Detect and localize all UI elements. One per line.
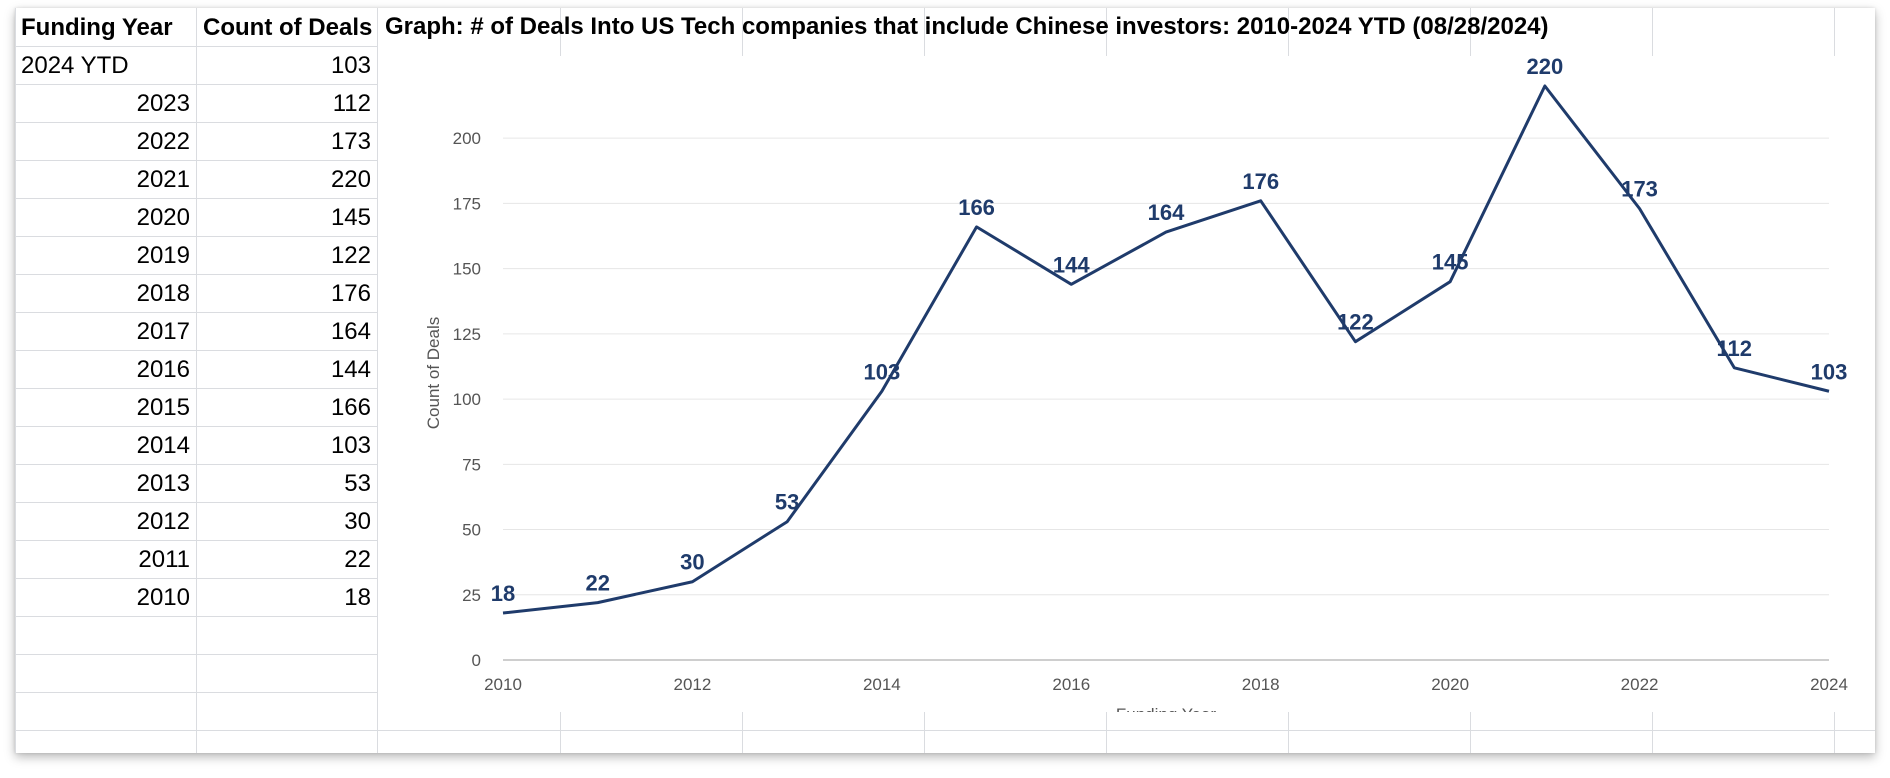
y-tick-label: 175: [453, 194, 481, 213]
x-tick-label: 2018: [1242, 675, 1280, 694]
row-divider: [15, 654, 377, 655]
cell-funding-year[interactable]: 2020: [136, 204, 190, 231]
y-tick-label: 25: [462, 586, 481, 605]
data-label: 112: [1717, 336, 1753, 361]
row-divider: [15, 274, 377, 275]
data-label: 103: [863, 359, 900, 384]
data-label: 220: [1526, 56, 1563, 79]
row-divider: [15, 46, 377, 47]
row-divider: [15, 160, 377, 161]
cell-funding-year[interactable]: 2019: [136, 242, 190, 269]
cell-funding-year[interactable]: 2023: [136, 90, 190, 117]
cell-funding-year[interactable]: 2015: [136, 394, 190, 421]
row-divider: [15, 464, 377, 465]
row-divider: [15, 502, 377, 503]
row-divider: [15, 692, 377, 693]
cell-funding-year[interactable]: 2010: [136, 584, 190, 611]
y-axis-title: Count of Deals: [424, 317, 443, 429]
row-divider: [15, 578, 377, 579]
cell-funding-year[interactable]: 2024 YTD: [21, 52, 129, 79]
x-tick-label: 2024: [1810, 675, 1848, 694]
line-chart[interactable]: 0 25 50 75 100 125 150 175 200 2010 2012 2014 2016 20…: [393, 54, 1849, 724]
x-tick-label: 2020: [1431, 675, 1469, 694]
y-tick-label: 100: [453, 390, 481, 409]
y-tick-label: 200: [453, 129, 481, 148]
data-label: 176: [1242, 169, 1279, 194]
cell-funding-year[interactable]: 2016: [136, 356, 190, 383]
x-tick-label: 2014: [863, 675, 901, 694]
cell-count-of-deals[interactable]: 145: [330, 204, 371, 231]
data-label: 53: [775, 490, 799, 515]
spreadsheet: Funding Year Count of Deals 2024 YTD 103 2…: [15, 8, 1875, 753]
row-divider: [15, 730, 1875, 731]
y-tick-label: 150: [453, 260, 481, 279]
cell-count-of-deals[interactable]: 220: [330, 166, 371, 193]
data-label: 103: [1811, 359, 1848, 384]
cell-count-of-deals[interactable]: 53: [344, 470, 371, 497]
x-axis-title: Funding Year: [1116, 705, 1217, 712]
y-tick-label: 50: [462, 521, 481, 540]
y-tick-label: 75: [462, 455, 481, 474]
row-divider: [15, 198, 377, 199]
cell-count-of-deals[interactable]: 22: [344, 546, 371, 573]
row-divider: [15, 350, 377, 351]
x-tick-label: 2012: [674, 675, 712, 694]
column-divider: [15, 8, 16, 753]
cell-funding-year[interactable]: 2022: [136, 128, 190, 155]
chart-title: Graph: # of Deals Into US Tech companies…: [385, 13, 1549, 40]
data-label: 145: [1432, 250, 1469, 275]
x-tick-label: 2022: [1621, 675, 1659, 694]
data-label: 173: [1621, 177, 1658, 202]
cell-count-of-deals[interactable]: 18: [344, 584, 371, 611]
cell-funding-year[interactable]: 2017: [136, 318, 190, 345]
cell-funding-year[interactable]: 2013: [136, 470, 190, 497]
y-tick-label: 125: [453, 325, 481, 344]
cell-count-of-deals[interactable]: 103: [330, 52, 371, 79]
row-divider: [15, 426, 377, 427]
cell-count-of-deals[interactable]: 30: [344, 508, 371, 535]
data-label: 144: [1053, 252, 1090, 277]
cell-count-of-deals[interactable]: 103: [330, 432, 371, 459]
data-label: 18: [491, 581, 515, 606]
cell-funding-year[interactable]: 2018: [136, 280, 190, 307]
row-divider: [15, 388, 377, 389]
cell-count-of-deals[interactable]: 112: [332, 90, 371, 117]
data-label: 30: [680, 550, 704, 575]
row-divider: [15, 84, 377, 85]
header-count-of-deals[interactable]: Count of Deals: [203, 14, 373, 41]
x-tick-label: 2016: [1052, 675, 1090, 694]
cell-funding-year[interactable]: 2011: [138, 546, 190, 573]
column-divider: [196, 8, 197, 753]
series-line: [502, 84, 1830, 615]
data-label: 164: [1148, 200, 1185, 225]
row-divider: [15, 122, 377, 123]
header-funding-year[interactable]: Funding Year: [21, 14, 173, 41]
cell-count-of-deals[interactable]: 122: [330, 242, 371, 269]
cell-count-of-deals[interactable]: 164: [330, 318, 371, 345]
data-label: 122: [1337, 310, 1374, 335]
column-divider: [377, 8, 378, 753]
chart-svg: 0 25 50 75 100 125 150 175 200 2010 2012 2014 2016 20…: [424, 54, 1848, 724]
cell-count-of-deals[interactable]: 166: [330, 394, 371, 421]
row-divider: [15, 312, 377, 313]
cell-count-of-deals[interactable]: 176: [330, 280, 371, 307]
row-divider: [15, 616, 377, 617]
row-divider: [15, 236, 377, 237]
row-divider: [15, 540, 377, 541]
y-tick-label: 0: [472, 651, 481, 670]
data-label: 166: [958, 195, 995, 220]
cell-funding-year[interactable]: 2014: [136, 432, 190, 459]
x-tick-label: 2010: [484, 675, 522, 694]
cell-count-of-deals[interactable]: 173: [330, 128, 371, 155]
cell-funding-year[interactable]: 2012: [136, 508, 190, 535]
data-label: 22: [585, 571, 609, 596]
cell-funding-year[interactable]: 2021: [136, 166, 190, 193]
cell-count-of-deals[interactable]: 144: [330, 356, 371, 383]
